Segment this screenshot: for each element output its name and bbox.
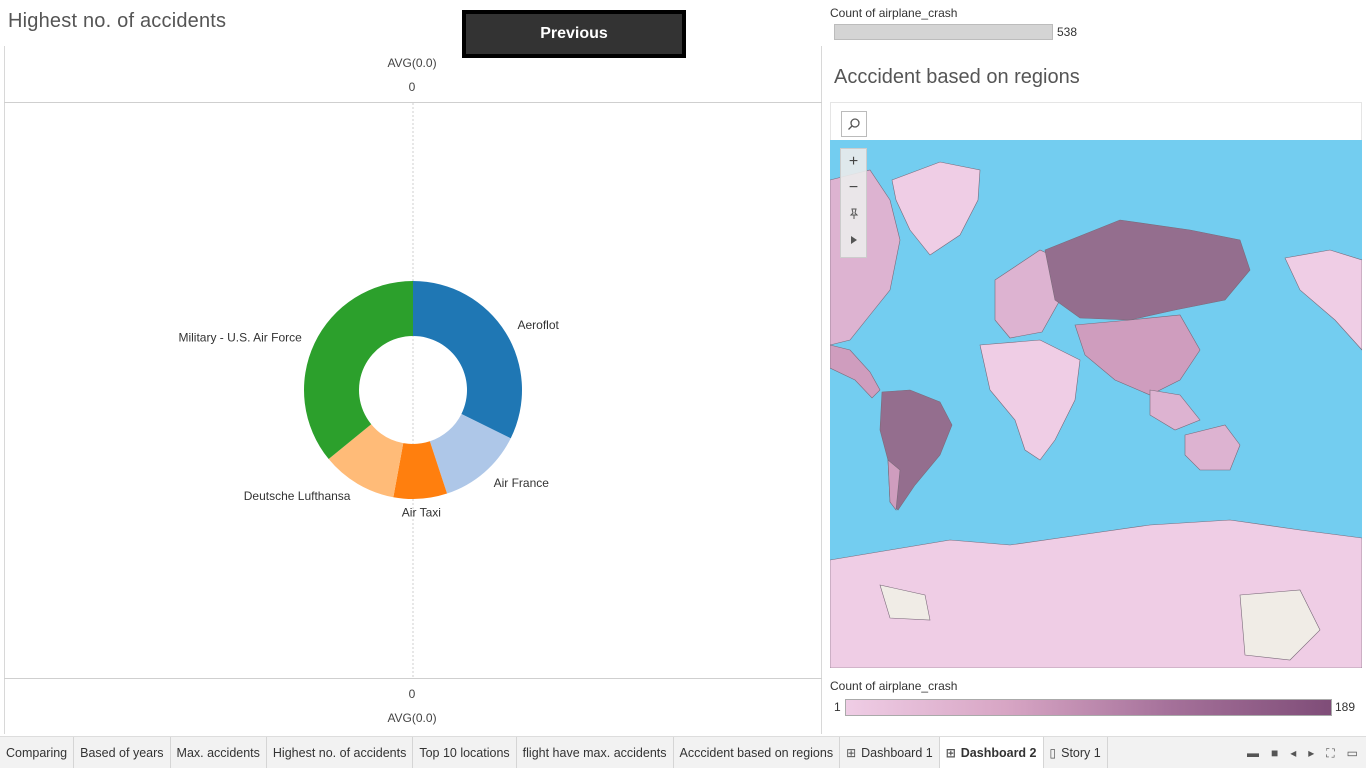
tab-based-of-years[interactable]: Based of years xyxy=(74,737,171,768)
donut-label-3: Deutsche Lufthansa xyxy=(244,489,351,503)
search-icon xyxy=(848,118,860,130)
donut-slice-0[interactable] xyxy=(413,281,522,439)
zoom-out-icon[interactable]: − xyxy=(848,179,859,196)
top-axis-label: AVG(0.0) xyxy=(387,56,437,70)
bottom-axis-label: AVG(0.0) xyxy=(387,711,437,725)
region-australia xyxy=(1184,424,1241,471)
donut-label-0: Aeroflot xyxy=(517,318,559,332)
tab-max-accidents[interactable]: Max. accidents xyxy=(171,737,267,768)
donut-slice-3[interactable] xyxy=(328,424,404,498)
region-antarctica-land-2 xyxy=(1239,589,1321,661)
presentation-icon[interactable]: ▭ xyxy=(1346,746,1358,760)
zoom-in-icon[interactable]: + xyxy=(848,153,859,170)
top-legend-value: 538 xyxy=(1057,25,1078,39)
top-axis-tick: 0 xyxy=(408,80,416,94)
next-sheet-icon[interactable]: ▸ xyxy=(1308,746,1315,760)
map-search-button[interactable] xyxy=(841,111,867,137)
color-legend-gradient xyxy=(845,699,1332,716)
region-africa xyxy=(979,339,1081,461)
dashboard-icon: ⊞ xyxy=(945,745,956,760)
color-legend-max: 189 xyxy=(1335,700,1356,714)
top-legend-title: Count of airplane_crash xyxy=(830,6,958,20)
tab-dashboard-1[interactable]: ⊞ Dashboard 1 xyxy=(840,737,940,768)
donut-slice-4[interactable] xyxy=(304,281,413,460)
story-icon: ▯ xyxy=(1049,745,1057,760)
color-legend-min: 1 xyxy=(834,700,841,714)
donut-slice-1[interactable] xyxy=(429,413,511,494)
region-south-cone xyxy=(887,459,901,511)
filmstrip-icon[interactable]: ▬ xyxy=(1246,746,1259,760)
donut-slice-2[interactable] xyxy=(393,441,448,499)
map-controls: + − xyxy=(840,148,867,258)
tab-top-10-locations[interactable]: Top 10 locations xyxy=(413,737,517,768)
show-tabs-icon[interactable]: ■ xyxy=(1270,746,1279,760)
tabbar-controls: ▬ ■ ◂ ▸ ⛶ ▭ xyxy=(1247,737,1358,769)
fullscreen-icon[interactable]: ⛶ xyxy=(1326,745,1335,760)
world-map[interactable] xyxy=(830,140,1362,668)
tab-story-1[interactable]: ▯ Story 1 xyxy=(1044,737,1108,768)
tab-comparing[interactable]: Comparing xyxy=(0,737,75,768)
region-russia xyxy=(1044,219,1251,321)
region-central-america xyxy=(830,344,881,399)
tab-accident-based-on-regions[interactable]: Acccident based on regions xyxy=(674,737,841,768)
donut-label-1: Air France xyxy=(494,476,550,490)
top-axis-line xyxy=(4,102,822,103)
previous-button[interactable]: Previous xyxy=(462,10,686,58)
pin-icon[interactable] xyxy=(841,201,866,227)
play-icon[interactable] xyxy=(841,227,866,253)
region-se-asia xyxy=(1149,389,1201,431)
region-antarctica xyxy=(830,519,1362,668)
tab-flight-have-max-accidents[interactable]: flight have max. accidents xyxy=(517,737,674,768)
sheet-tab-bar: Comparing Based of years Max. accidents … xyxy=(0,736,1366,768)
map-title: Acccident based on regions xyxy=(834,66,1080,88)
donut-label-4: Military - U.S. Air Force xyxy=(178,330,302,344)
bottom-axis-tick: 0 xyxy=(408,687,416,701)
donut-chart: Aeroflot Air France Air Taxi Deutsche Lufth… xyxy=(178,103,560,678)
tab-highest-no-of-accidents[interactable]: Highest no. of accidents xyxy=(267,737,414,768)
region-greenland xyxy=(891,161,981,256)
bottom-axis-line xyxy=(4,678,822,679)
top-legend-bar xyxy=(834,24,1053,40)
page-title: Highest no. of accidents xyxy=(8,10,227,32)
previous-sheet-icon[interactable]: ◂ xyxy=(1290,746,1297,760)
map-toolbar xyxy=(830,102,1362,140)
dashboard-icon: ⊞ xyxy=(846,745,857,760)
chart-frame xyxy=(4,46,822,734)
donut-label-2: Air Taxi xyxy=(402,506,441,520)
tab-dashboard-2[interactable]: ⊞ Dashboard 2 xyxy=(939,737,1044,768)
region-antarctica-land xyxy=(879,584,931,621)
region-europe xyxy=(994,249,1063,339)
color-legend-title: Count of airplane_crash xyxy=(830,679,958,693)
region-north-america-east xyxy=(1284,249,1362,351)
region-asia xyxy=(1074,314,1201,396)
world-map-graphic xyxy=(830,161,1362,668)
